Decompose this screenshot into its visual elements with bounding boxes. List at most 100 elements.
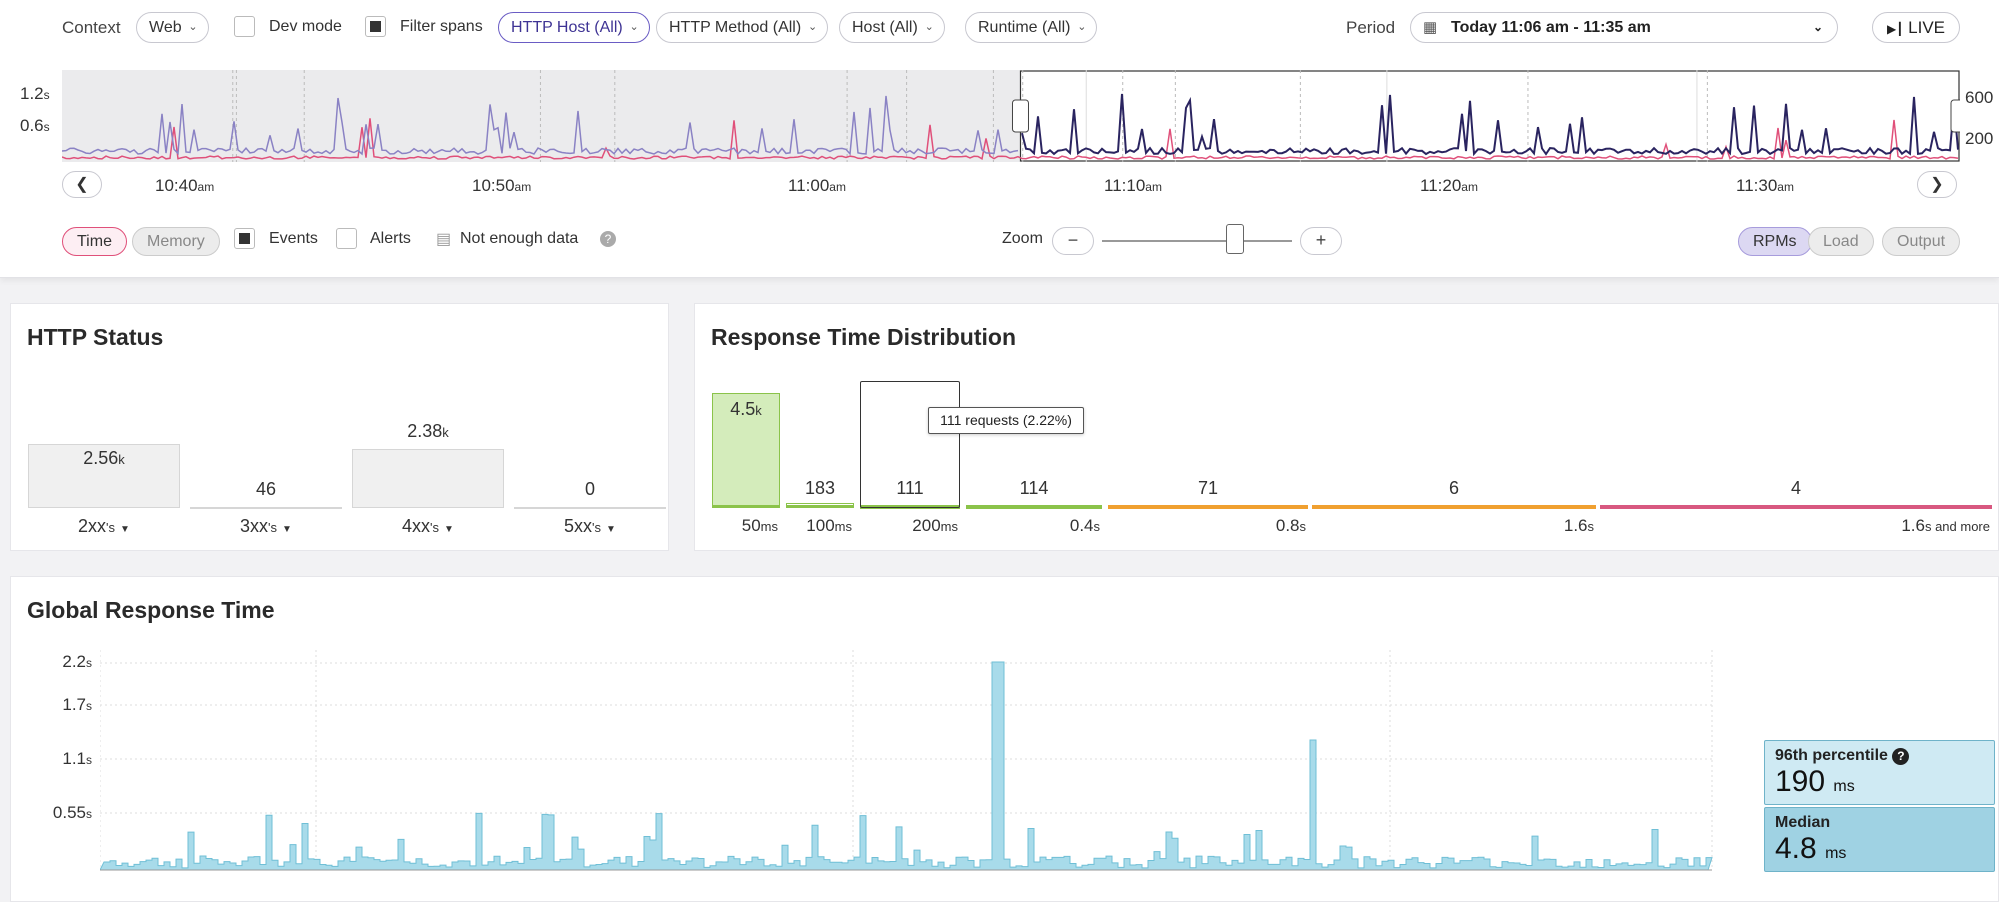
response-distribution-card: Response Time Distribution [694, 303, 1999, 551]
events-checkbox[interactable] [234, 228, 255, 249]
caret-down-icon: ▼ [120, 524, 130, 535]
status-bar-value: 46 [255, 478, 277, 499]
output-toggle[interactable]: Output [1882, 227, 1961, 256]
distribution-count: 114 [1019, 478, 1049, 498]
p96-box: 96th percentile ? 190 ms [1764, 740, 1995, 805]
timeline-y-right-label: 600 [1965, 88, 1994, 107]
calendar-icon: ▦ [1423, 19, 1438, 36]
context-label: Context [62, 18, 121, 37]
hatch-icon: ▤ [436, 231, 452, 248]
help-icon[interactable]: ? [600, 231, 616, 247]
selection-handle-right [1950, 99, 1960, 133]
timeline-rpm-series [62, 95, 1019, 156]
filter-spans-label: Filter spans [400, 18, 483, 35]
status-bar[interactable] [28, 444, 180, 508]
timeline-tick: 11:10am [1104, 176, 1162, 195]
dev-mode-checkbox[interactable] [234, 16, 255, 37]
chevron-down-icon: ⌄ [629, 21, 639, 33]
status-bar[interactable] [190, 506, 342, 509]
distribution-bar[interactable] [1600, 505, 1992, 509]
y-axis-label: 0.55s [52, 803, 92, 822]
http-method-value: HTTP Method (All) [669, 19, 802, 36]
host-select[interactable]: Host (All) ⌄ [839, 12, 945, 43]
runtime-select[interactable]: Runtime (All) ⌄ [965, 12, 1098, 43]
zoom-out-button[interactable]: − [1052, 227, 1094, 255]
timeline-prev-button[interactable]: ❮ [62, 171, 102, 198]
context-select[interactable]: Web ⌄ [136, 12, 209, 43]
timeline-next-button[interactable]: ❯ [1917, 171, 1957, 198]
load-toggle[interactable]: Load [1808, 227, 1874, 256]
status-category-dropdown[interactable]: 5xx's ▼ [564, 516, 616, 536]
rpms-toggle[interactable]: RPMs [1738, 227, 1812, 256]
period-select[interactable]: ▦ Today 11:06 am - 11:35 am ⌄ [1410, 12, 1838, 43]
question-circle-icon[interactable]: ? [1892, 748, 1910, 765]
status-bar-value: 0 [584, 479, 595, 499]
distribution-count: 4 [1790, 478, 1801, 498]
median-title: Median [1775, 814, 1831, 831]
distribution-axis-label: 0.4s [1069, 516, 1100, 535]
http-host-value: HTTP Host (All) [511, 19, 623, 36]
global-response-title: Global Response Time [27, 597, 275, 623]
live-button[interactable]: ▶┃ LIVE [1872, 12, 1960, 43]
y-axis-label: 1.7s [62, 695, 92, 714]
http-status-title: HTTP Status [27, 324, 164, 350]
memory-toggle[interactable]: Memory [132, 227, 220, 256]
alerts-checkbox[interactable] [336, 228, 357, 249]
timeline-y-label: 0.6s [20, 116, 50, 135]
distribution-bar[interactable] [1312, 505, 1596, 509]
zoom-in-button[interactable]: + [1300, 227, 1342, 255]
timeline-tick: 11:00am [788, 176, 846, 195]
distribution-count: 4.5k [730, 399, 762, 419]
distribution-axis-label: 0.8s [1275, 516, 1306, 535]
status-bar[interactable] [514, 507, 666, 509]
timeline-unselected-area [62, 70, 1021, 162]
distribution-bar[interactable] [712, 393, 780, 508]
zoom-slider-track[interactable] [1102, 240, 1292, 242]
p96-value: 190 [1775, 765, 1826, 798]
zoom-label: Zoom [1002, 230, 1043, 247]
status-category-dropdown[interactable]: 3xx's ▼ [240, 516, 292, 536]
distribution-count: 71 [1197, 478, 1219, 498]
status-bar[interactable] [352, 448, 504, 508]
filter-bar: Context Web ⌄ Dev mode Filter spans HTTP … [0, 10, 1999, 44]
distribution-count: 183 [804, 478, 836, 498]
status-category-dropdown[interactable]: 4xx's ▼ [402, 516, 454, 536]
response-distribution-title: Response Time Distribution [711, 324, 1017, 350]
status-bar-value: 2.38k [407, 420, 449, 441]
http-method-select[interactable]: HTTP Method (All) ⌄ [656, 12, 829, 43]
period-value: Today 11:06 am - 11:35 am [1451, 19, 1651, 36]
status-bar-value: 2.56k [83, 448, 125, 468]
chevron-down-icon: ⌄ [1077, 21, 1087, 33]
y-axis-label: 2.2s [62, 652, 92, 671]
distribution-count: 111 [896, 478, 924, 498]
p96-title: 96th percentile [1775, 747, 1888, 764]
zoom-slider-thumb[interactable] [1226, 224, 1244, 254]
filter-spans-checkbox[interactable] [365, 16, 386, 37]
distribution-bar[interactable] [1108, 505, 1308, 509]
distribution-axis-label: 1.6s [1563, 516, 1594, 535]
live-label: LIVE [1908, 18, 1946, 37]
timeline-tick: 11:30am [1736, 176, 1794, 195]
alerts-label: Alerts [370, 230, 411, 247]
timeline-chart[interactable] [62, 70, 1960, 162]
distribution-bar[interactable] [966, 505, 1102, 509]
chevron-down-icon: ⌄ [1812, 20, 1823, 34]
period-label: Period [1346, 18, 1396, 37]
context-value: Web [149, 19, 182, 36]
chevron-left-icon: ❮ [75, 176, 89, 193]
skip-forward-icon: ▶┃ [1886, 22, 1904, 36]
timeline-y-label: 1.2s [20, 84, 50, 103]
response-time-histogram [100, 661, 1713, 871]
global-response-chart[interactable] [100, 650, 1720, 902]
distribution-hover-highlight [860, 381, 960, 508]
http-host-select[interactable]: HTTP Host (All) ⌄ [498, 12, 650, 43]
timeline-rpm-series-selected [1021, 93, 1959, 157]
p96-unit: ms [1833, 778, 1855, 795]
host-value: Host (All) [852, 19, 918, 36]
top-panel: Context Web ⌄ Dev mode Filter spans HTTP … [0, 0, 1999, 278]
timeline-tick: 10:40am [155, 176, 215, 195]
distribution-axis-label: 1.6s and more [1901, 516, 1990, 535]
status-category-dropdown[interactable]: 2xx's ▼ [78, 516, 130, 536]
time-toggle[interactable]: Time [62, 227, 127, 256]
distribution-bar[interactable] [786, 503, 854, 508]
